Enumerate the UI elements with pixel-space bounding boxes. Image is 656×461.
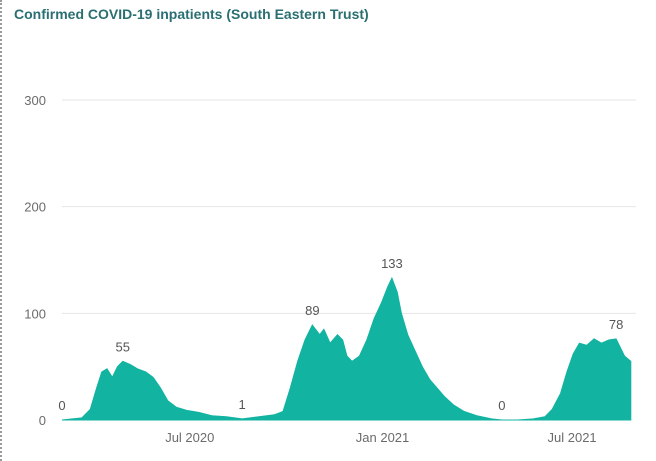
x-tick-label: Jan 2021 — [356, 430, 410, 445]
chart-title: Confirmed COVID-19 inpatients (South Eas… — [14, 6, 369, 22]
data-label: 0 — [58, 398, 65, 413]
x-tick-label: Jul 2020 — [165, 430, 214, 445]
y-tick-label: 0 — [39, 413, 46, 428]
data-label: 0 — [498, 398, 505, 413]
data-label: 1 — [239, 397, 246, 412]
y-tick-label: 100 — [24, 306, 46, 321]
x-tick-label: Jul 2021 — [548, 430, 597, 445]
data-label: 78 — [609, 317, 623, 332]
data-label: 133 — [381, 256, 403, 271]
y-tick-label: 300 — [24, 93, 46, 108]
data-label: 89 — [305, 303, 319, 318]
data-label: 55 — [116, 339, 130, 354]
series-area — [61, 276, 632, 421]
y-tick-label: 200 — [24, 200, 46, 215]
